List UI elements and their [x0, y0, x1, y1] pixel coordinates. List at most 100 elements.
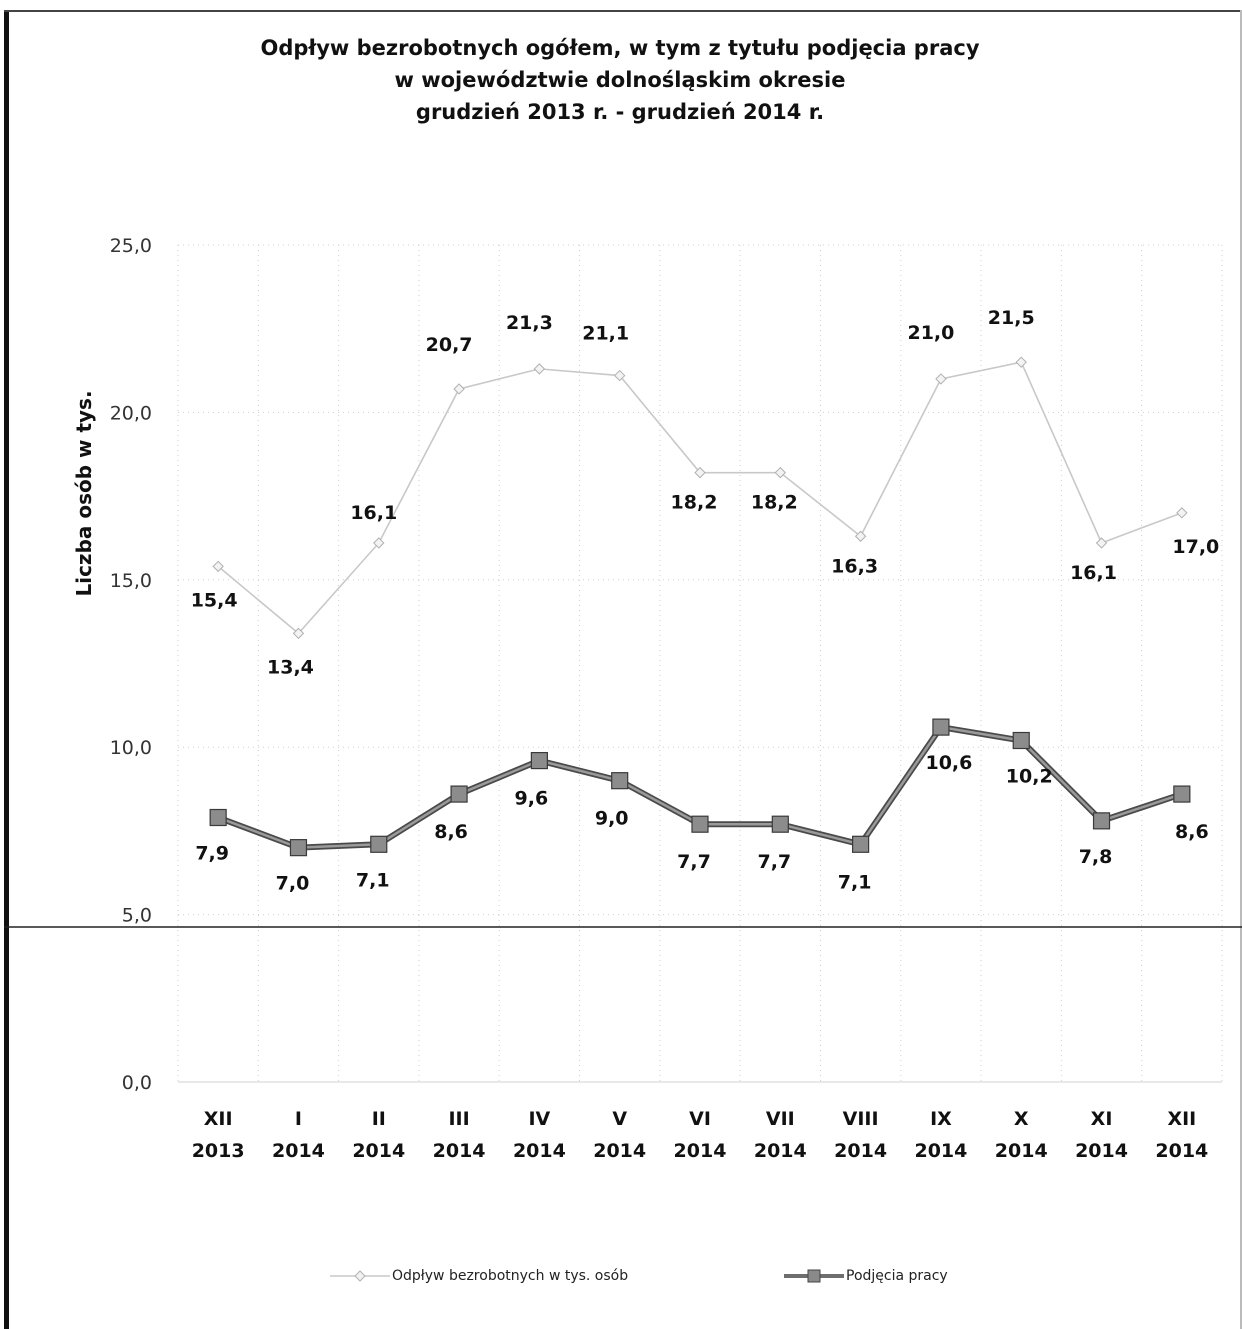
x-tick-label: 2014: [754, 1140, 807, 1162]
data-label-odplyw: 18,2: [671, 492, 718, 514]
x-tick-label: XI: [1091, 1108, 1113, 1130]
data-label-podjecia: 8,6: [1175, 821, 1209, 843]
x-tick-label: IV: [528, 1108, 550, 1130]
x-tick-label: 2014: [1155, 1140, 1208, 1162]
data-label-podjecia: 7,7: [757, 851, 791, 873]
x-tick-label: IX: [930, 1108, 952, 1130]
data-point-podjecia: [530, 751, 548, 770]
x-tick-label: V: [612, 1108, 627, 1130]
y-tick-label: 10,0: [110, 737, 152, 759]
data-point-podjecia: [771, 815, 789, 833]
x-tick-label: 2013: [192, 1140, 245, 1162]
frame-border-right: [1240, 10, 1242, 1329]
data-label-podjecia: 9,6: [515, 788, 549, 810]
data-label-odplyw: 13,4: [267, 656, 314, 678]
x-tick-label: 2014: [834, 1140, 887, 1162]
frame-border-left: [4, 10, 9, 1329]
data-label-odplyw: 20,7: [426, 334, 473, 356]
chart-title-line-2: w województwie dolnośląskim okresie: [394, 68, 846, 92]
data-label-podjecia: 10,6: [925, 752, 972, 774]
data-point-odplyw: [453, 383, 465, 395]
data-point-odplyw: [373, 537, 385, 549]
x-tick-label: VII: [766, 1108, 795, 1130]
x-tick-label: VI: [689, 1108, 711, 1130]
data-label-odplyw: 21,3: [506, 312, 553, 334]
data-point-podjecia: [1092, 812, 1111, 830]
data-point-podjecia: [450, 785, 468, 803]
data-label-podjecia: 7,1: [356, 869, 390, 891]
y-tick-label: 0,0: [122, 1072, 152, 1094]
x-tick-label: III: [448, 1108, 469, 1130]
x-tick-label: 2014: [433, 1140, 486, 1162]
data-point-podjecia: [932, 718, 950, 736]
data-label-podjecia: 7,7: [677, 851, 711, 873]
data-point-odplyw: [854, 530, 867, 542]
y-tick-label: 25,0: [110, 235, 152, 257]
x-tick-label: 2014: [593, 1140, 646, 1162]
x-tick-label: 2014: [513, 1140, 566, 1162]
x-tick-label: 2014: [1075, 1140, 1128, 1162]
data-label-odplyw: 21,1: [582, 323, 629, 345]
frame-border-top: [4, 10, 1242, 12]
data-label-podjecia: 9,0: [595, 808, 629, 830]
data-point-odplyw: [774, 466, 787, 479]
data-point-podjecia: [611, 772, 629, 790]
data-point-odplyw: [935, 373, 947, 385]
data-point-podjecia: [209, 808, 227, 827]
legend-item-odplyw: Odpływ bezrobotnych w tys. osób: [330, 1266, 628, 1286]
x-tick-label: I: [295, 1108, 302, 1130]
data-point-odplyw: [694, 466, 706, 479]
y-tick-label: 20,0: [110, 402, 152, 424]
x-tick-label: XII: [1167, 1108, 1196, 1130]
data-label-podjecia: 7,9: [195, 843, 229, 865]
data-label-odplyw: 16,1: [350, 502, 397, 524]
legend-label-podjecia: Podjęcia pracy: [846, 1268, 948, 1284]
chart-title: Odpływ bezrobotnych ogółem, w tym z tytu…: [150, 32, 1090, 128]
data-point-odplyw: [1095, 537, 1108, 549]
data-label-podjecia: 10,2: [1006, 766, 1053, 788]
y-tick-label: 5,0: [122, 905, 152, 927]
x-tick-label: 2014: [995, 1140, 1048, 1162]
data-point-podjecia: [1173, 785, 1191, 803]
x-tick-label: 2014: [352, 1140, 405, 1162]
data-point-odplyw: [1176, 507, 1188, 519]
data-label-odplyw: 21,5: [988, 307, 1035, 329]
data-point-odplyw: [533, 363, 546, 375]
legend-odplyw-marker-icon: [330, 1270, 390, 1282]
legend-item-podjecia: Podjęcia pracy: [784, 1266, 948, 1286]
data-label-odplyw: 21,0: [907, 322, 954, 344]
chart-title-line-3: grudzień 2013 r. - grudzień 2014 r.: [415, 100, 825, 124]
data-point-podjecia: [691, 815, 709, 833]
y-axis-title: Liczba osób w tys.: [72, 390, 96, 596]
data-point-podjecia: [852, 835, 870, 853]
data-label-odplyw: 15,4: [191, 589, 238, 611]
x-tick-label: X: [1014, 1108, 1029, 1130]
x-tick-label: XII: [204, 1108, 233, 1130]
x-tick-label: 2014: [272, 1140, 325, 1162]
x-tick-label: VIII: [843, 1108, 879, 1130]
x-tick-label: 2014: [914, 1140, 967, 1162]
x-tick-label: II: [372, 1108, 386, 1130]
data-point-podjecia: [289, 839, 308, 857]
data-point-odplyw: [1015, 356, 1027, 368]
data-point-odplyw: [212, 560, 224, 573]
legend-podjecia-marker-icon: [784, 1269, 844, 1283]
data-label-odplyw: 16,1: [1070, 562, 1117, 584]
data-label-odplyw: 17,0: [1172, 536, 1219, 558]
data-label-podjecia: 7,1: [838, 871, 872, 893]
data-label-podjecia: 8,6: [434, 821, 468, 843]
data-point-podjecia: [370, 835, 388, 853]
data-point-podjecia: [1012, 731, 1030, 750]
data-point-odplyw: [292, 627, 305, 640]
legend-label-odplyw: Odpływ bezrobotnych w tys. osób: [392, 1268, 629, 1284]
y-tick-label: 15,0: [110, 570, 152, 592]
data-label-odplyw: 18,2: [751, 492, 798, 514]
data-label-podjecia: 7,8: [1079, 846, 1113, 868]
x-tick-label: 2014: [674, 1140, 727, 1162]
chart-title-line-1: Odpływ bezrobotnych ogółem, w tym z tytu…: [260, 36, 980, 60]
data-label-podjecia: 7,0: [276, 873, 310, 895]
data-label-odplyw: 16,3: [831, 555, 878, 577]
data-point-odplyw: [613, 369, 626, 382]
